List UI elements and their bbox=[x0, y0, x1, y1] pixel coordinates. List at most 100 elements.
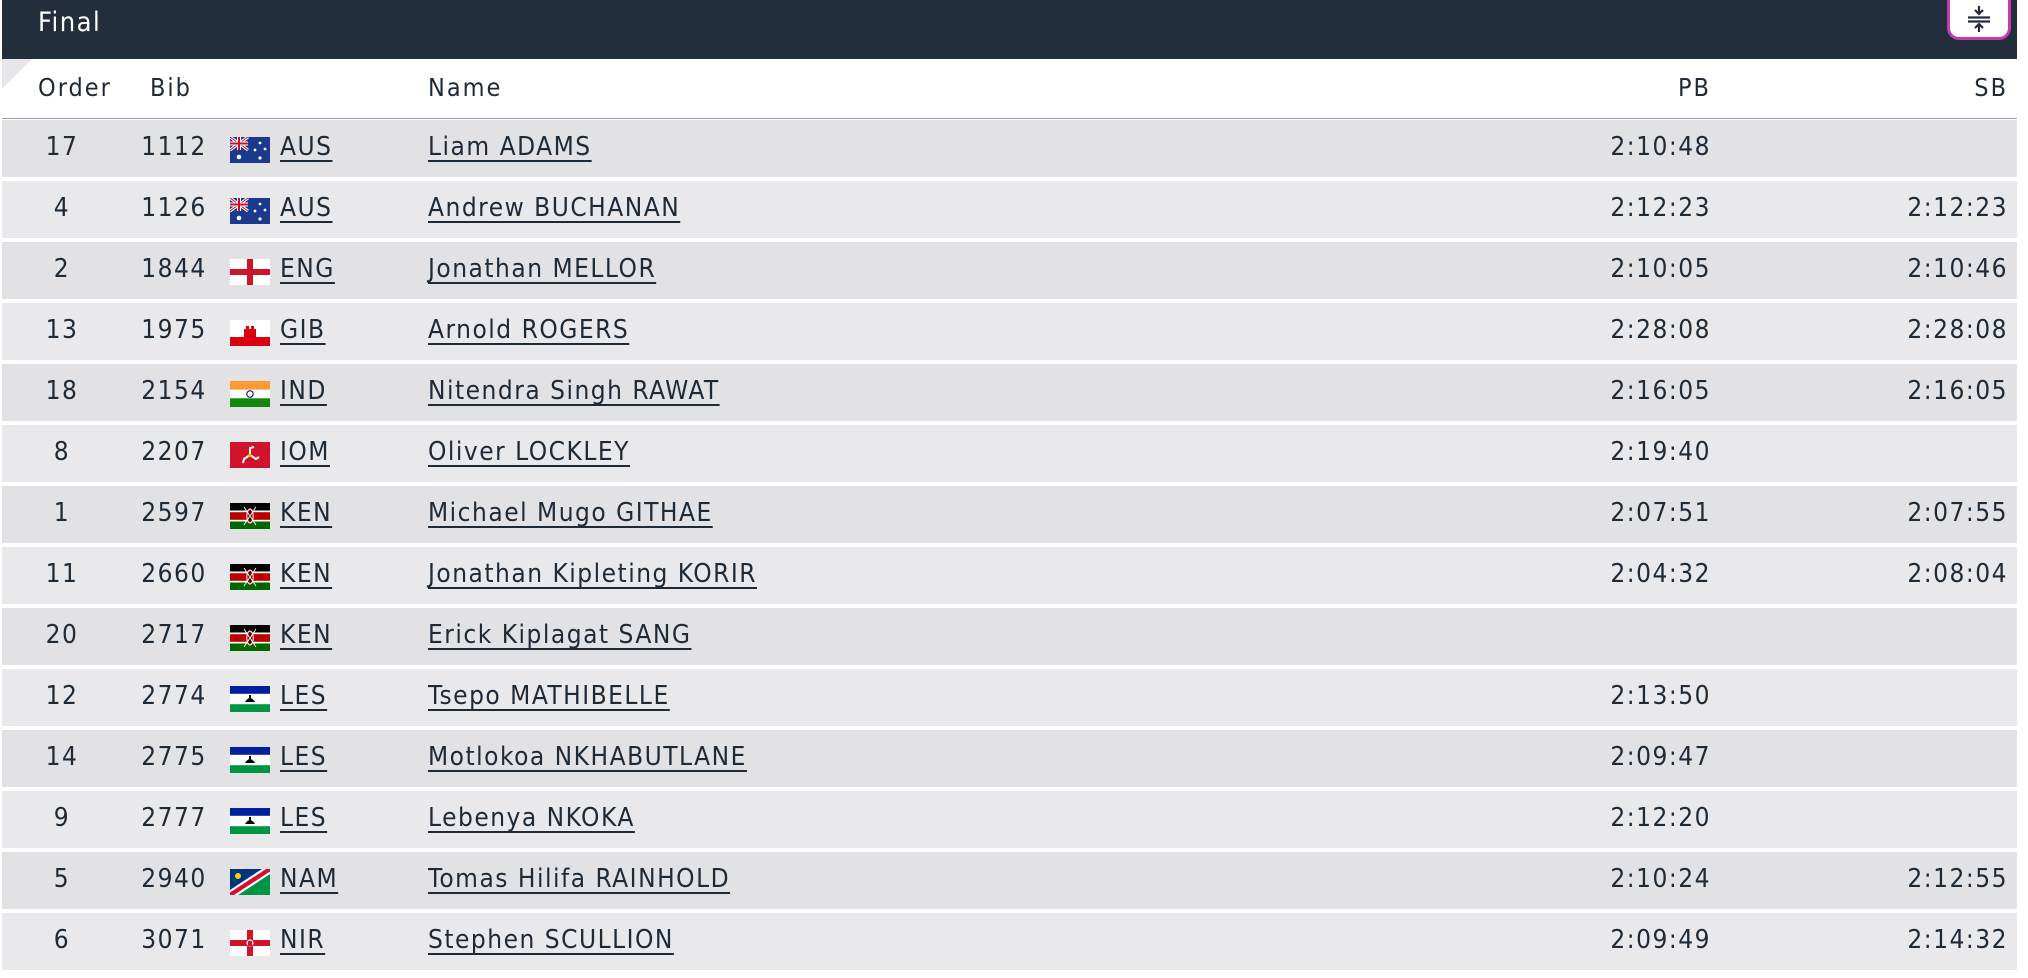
bib-cell: 2775 bbox=[141, 742, 207, 772]
athlete-name-link[interactable]: Oliver LOCKLEY bbox=[428, 437, 630, 467]
order-cell: 14 bbox=[45, 742, 79, 772]
athlete-name-link[interactable]: Motlokoa NKHABUTLANE bbox=[428, 742, 747, 772]
nation-link[interactable]: LES bbox=[280, 742, 328, 772]
pb-cell: 2:10:48 bbox=[1610, 132, 1711, 162]
header-order[interactable]: Order bbox=[38, 73, 112, 102]
pb-cell: 2:10:24 bbox=[1610, 864, 1711, 894]
table-body: 17 1112 AUS Liam ADAMS 2:10:48 4 1126 AU… bbox=[2, 120, 2017, 974]
table-row: 2 1844 ENG Jonathan MELLOR 2:10:05 2:10:… bbox=[2, 242, 2017, 299]
athlete-name-link[interactable]: Jonathan Kipleting KORIR bbox=[428, 559, 758, 589]
order-cell: 13 bbox=[45, 315, 79, 345]
sb-cell: 2:28:08 bbox=[1907, 315, 2008, 345]
order-cell: 12 bbox=[45, 681, 79, 711]
panel-header: Final bbox=[2, 0, 2017, 59]
athlete-name-link[interactable]: Michael Mugo GITHAE bbox=[428, 498, 713, 528]
athlete-name-link[interactable]: Liam ADAMS bbox=[428, 132, 592, 162]
flag-aus-icon bbox=[230, 198, 270, 224]
athlete-name-link[interactable]: Lebenya NKOKA bbox=[428, 803, 635, 833]
sb-cell: 2:12:55 bbox=[1907, 864, 2008, 894]
athlete-name-link[interactable]: Arnold ROGERS bbox=[428, 315, 630, 345]
order-cell: 20 bbox=[45, 620, 79, 650]
pb-cell: 2:04:32 bbox=[1610, 559, 1711, 589]
table-row: 13 1975 GIB Arnold ROGERS 2:28:08 2:28:0… bbox=[2, 303, 2017, 360]
sb-cell: 2:10:46 bbox=[1907, 254, 2008, 284]
nation-link[interactable]: KEN bbox=[280, 559, 333, 589]
order-cell: 4 bbox=[53, 193, 71, 223]
table-row: 1 2597 KEN Michael Mugo GITHAE 2:07:51 2… bbox=[2, 486, 2017, 543]
athlete-name-link[interactable]: Tsepo MATHIBELLE bbox=[428, 681, 670, 711]
table-row: 4 1126 AUS Andrew BUCHANAN 2:12:23 2:12:… bbox=[2, 181, 2017, 238]
pb-cell: 2:12:23 bbox=[1610, 193, 1711, 223]
panel-title: Final bbox=[38, 7, 102, 38]
nation-link[interactable]: ENG bbox=[280, 254, 335, 284]
table-row: 11 2660 KEN Jonathan Kipleting KORIR 2:0… bbox=[2, 547, 2017, 604]
bib-cell: 2154 bbox=[141, 376, 207, 406]
header-bib[interactable]: Bib bbox=[150, 73, 192, 102]
athlete-name-link[interactable]: Erick Kiplagat SANG bbox=[428, 620, 692, 650]
flag-les-icon bbox=[230, 747, 270, 773]
pb-cell: 2:10:05 bbox=[1610, 254, 1711, 284]
bib-cell: 2660 bbox=[141, 559, 207, 589]
table-header: Order Bib Name PB SB bbox=[2, 59, 2017, 119]
order-cell: 1 bbox=[53, 498, 71, 528]
header-pb[interactable]: PB bbox=[1678, 73, 1711, 102]
pb-cell: 2:07:51 bbox=[1610, 498, 1711, 528]
order-cell: 8 bbox=[53, 437, 71, 467]
athlete-name-link[interactable]: Tomas Hilifa RAINHOLD bbox=[428, 864, 731, 894]
bib-cell: 2774 bbox=[141, 681, 207, 711]
nation-link[interactable]: KEN bbox=[280, 620, 333, 650]
sb-cell: 2:08:04 bbox=[1907, 559, 2008, 589]
athlete-name-link[interactable]: Andrew BUCHANAN bbox=[428, 193, 681, 223]
sb-cell: 2:07:55 bbox=[1907, 498, 2008, 528]
bib-cell: 1975 bbox=[141, 315, 207, 345]
pb-cell: 2:16:05 bbox=[1610, 376, 1711, 406]
table-row: 12 2774 LES Tsepo MATHIBELLE 2:13:50 bbox=[2, 669, 2017, 726]
nation-link[interactable]: AUS bbox=[280, 132, 333, 162]
flag-ken-icon bbox=[230, 625, 270, 651]
order-cell: 5 bbox=[53, 864, 71, 894]
order-cell: 6 bbox=[53, 925, 71, 955]
order-cell: 17 bbox=[45, 132, 79, 162]
nation-link[interactable]: AUS bbox=[280, 193, 333, 223]
nation-link[interactable]: GIB bbox=[280, 315, 326, 345]
table-row: 5 2940 NAM Tomas Hilifa RAINHOLD 2:10:24… bbox=[2, 852, 2017, 909]
flag-nam-icon bbox=[230, 869, 270, 895]
nation-link[interactable]: LES bbox=[280, 681, 328, 711]
flag-ken-icon bbox=[230, 503, 270, 529]
order-cell: 2 bbox=[53, 254, 71, 284]
pb-cell: 2:09:47 bbox=[1610, 742, 1711, 772]
flag-ind-icon bbox=[230, 381, 270, 407]
flag-aus-icon bbox=[230, 137, 270, 163]
athlete-name-link[interactable]: Jonathan MELLOR bbox=[428, 254, 657, 284]
collapse-button[interactable] bbox=[1947, 0, 2011, 40]
pb-cell: 2:09:49 bbox=[1610, 925, 1711, 955]
nation-link[interactable]: NAM bbox=[280, 864, 339, 894]
header-sb[interactable]: SB bbox=[1974, 73, 2008, 102]
flag-ken-icon bbox=[230, 564, 270, 590]
athlete-name-link[interactable]: Nitendra Singh RAWAT bbox=[428, 376, 720, 406]
pb-cell: 2:13:50 bbox=[1610, 681, 1711, 711]
nation-link[interactable]: NIR bbox=[280, 925, 326, 955]
header-name[interactable]: Name bbox=[428, 73, 503, 102]
nation-link[interactable]: LES bbox=[280, 803, 328, 833]
table-row: 8 2207 IOM Oliver LOCKLEY 2:19:40 bbox=[2, 425, 2017, 482]
table-row: 17 1112 AUS Liam ADAMS 2:10:48 bbox=[2, 120, 2017, 177]
bib-cell: 2940 bbox=[141, 864, 207, 894]
table-row: 18 2154 IND Nitendra Singh RAWAT 2:16:05… bbox=[2, 364, 2017, 421]
nation-link[interactable]: IND bbox=[280, 376, 327, 406]
bib-cell: 1844 bbox=[141, 254, 207, 284]
flag-nir-icon bbox=[230, 930, 270, 956]
pb-cell: 2:28:08 bbox=[1610, 315, 1711, 345]
pb-cell: 2:19:40 bbox=[1610, 437, 1711, 467]
nation-link[interactable]: KEN bbox=[280, 498, 333, 528]
bib-cell: 2777 bbox=[141, 803, 207, 833]
flag-les-icon bbox=[230, 686, 270, 712]
header-corner bbox=[2, 59, 32, 89]
athlete-name-link[interactable]: Stephen SCULLION bbox=[428, 925, 674, 955]
bib-cell: 2597 bbox=[141, 498, 207, 528]
nation-link[interactable]: IOM bbox=[280, 437, 330, 467]
flag-eng-icon bbox=[230, 259, 270, 285]
order-cell: 18 bbox=[45, 376, 79, 406]
pb-cell: 2:12:20 bbox=[1610, 803, 1711, 833]
